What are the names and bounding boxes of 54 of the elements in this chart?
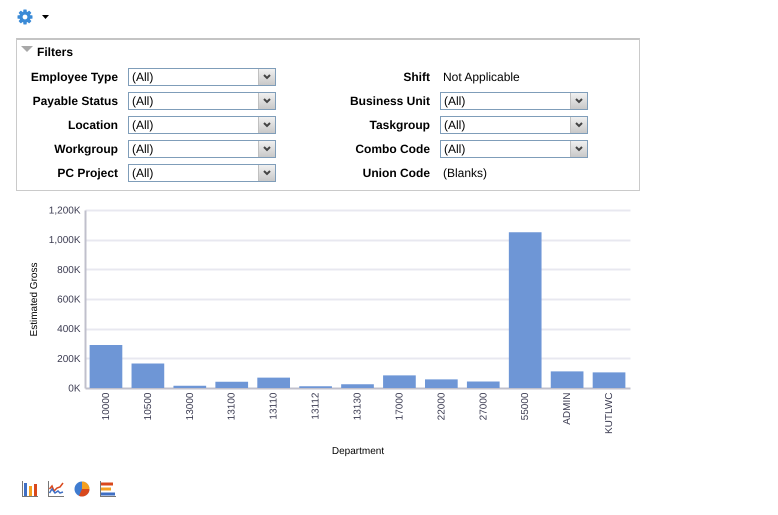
dropdown: (All) bbox=[128, 164, 276, 182]
text: Combo Code bbox=[354, 142, 430, 156]
text: Payable Status bbox=[32, 94, 118, 108]
dropdown: (All) bbox=[128, 116, 276, 134]
text: Workgroup bbox=[53, 142, 118, 156]
dropdown: (All) bbox=[128, 92, 276, 110]
y-tick-label: 800K bbox=[57, 264, 81, 276]
bar bbox=[257, 378, 290, 388]
bar bbox=[550, 371, 584, 388]
x-tick-label: KUTLWC bbox=[604, 392, 616, 434]
text: Not Applicable bbox=[443, 70, 520, 84]
bar bbox=[90, 344, 122, 388]
dropdown: (All) bbox=[440, 140, 588, 158]
bar bbox=[424, 379, 458, 388]
dropdown: (All) bbox=[128, 68, 276, 86]
x-tick-label: 13130 bbox=[352, 392, 364, 420]
x-tick-label: 13110 bbox=[268, 392, 280, 420]
text: Business Unit bbox=[348, 94, 430, 108]
text: PC Project bbox=[56, 166, 118, 180]
y-tick-label: 200K bbox=[57, 354, 81, 365]
x-tick-label: 13000 bbox=[184, 392, 196, 420]
text: Union Code bbox=[362, 166, 430, 180]
y-tick-label: 0K bbox=[68, 384, 81, 394]
bar bbox=[466, 381, 500, 388]
dropdown: (All) bbox=[440, 92, 588, 110]
text: Taskgroup bbox=[368, 118, 430, 132]
text: Location bbox=[67, 118, 118, 132]
bar bbox=[592, 372, 626, 388]
x-tick-label: 27000 bbox=[478, 392, 490, 420]
bar bbox=[383, 375, 416, 388]
text: Filters bbox=[37, 45, 74, 59]
text: Shift bbox=[402, 70, 430, 84]
bar bbox=[132, 364, 164, 388]
y-tick-label: 400K bbox=[57, 324, 81, 336]
x-tick-label: 13112 bbox=[310, 392, 322, 420]
y-tick-label: 600K bbox=[57, 294, 81, 306]
dropdown: (All) bbox=[128, 140, 276, 158]
x-tick-label: 22000 bbox=[436, 392, 448, 420]
y-tick-label: 1,000K bbox=[48, 235, 81, 246]
x-axis-title: Department bbox=[332, 446, 384, 457]
x-tick-label: 55000 bbox=[520, 392, 532, 420]
text: Employee Type bbox=[30, 70, 118, 84]
x-tick-label: 17000 bbox=[394, 392, 406, 420]
x-tick-label: ADMIN bbox=[562, 392, 574, 425]
dropdown: (All) bbox=[440, 116, 588, 134]
x-tick-label: 10500 bbox=[142, 392, 154, 420]
bar bbox=[341, 384, 374, 388]
y-tick-label: 1,200K bbox=[48, 206, 81, 216]
x-tick-label: 10000 bbox=[100, 392, 112, 420]
text: (Blanks) bbox=[443, 166, 488, 180]
x-tick-label: 13100 bbox=[226, 392, 238, 420]
bar bbox=[508, 232, 542, 388]
y-axis-title: Estimated Gross bbox=[28, 262, 40, 336]
bar bbox=[215, 382, 248, 388]
